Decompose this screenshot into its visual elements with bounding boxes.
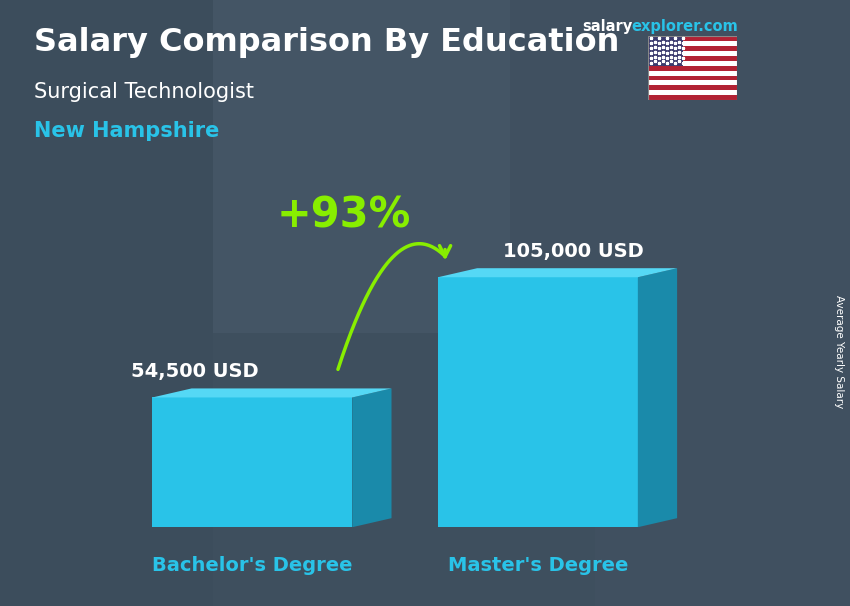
Text: +93%: +93%	[276, 195, 411, 237]
Text: 105,000 USD: 105,000 USD	[503, 242, 644, 261]
Bar	[648, 41, 737, 46]
Bar	[648, 51, 737, 56]
Bar	[648, 61, 737, 65]
Text: Surgical Technologist: Surgical Technologist	[34, 82, 254, 102]
Bar	[648, 90, 737, 95]
Text: salary: salary	[582, 19, 632, 35]
Bar	[648, 36, 683, 65]
Polygon shape	[152, 388, 392, 398]
Bar	[0, 0, 212, 606]
Bar	[595, 0, 850, 485]
Text: explorer.com: explorer.com	[632, 19, 739, 35]
Bar	[648, 81, 737, 85]
Polygon shape	[352, 388, 392, 527]
Bar	[212, 0, 510, 333]
Bar	[648, 85, 737, 90]
Bar	[438, 277, 638, 527]
Text: 54,500 USD: 54,500 USD	[132, 362, 259, 381]
Bar	[648, 65, 737, 71]
Bar	[648, 95, 737, 100]
Bar	[152, 398, 352, 527]
Bar	[648, 71, 737, 76]
Text: Average Yearly Salary: Average Yearly Salary	[834, 295, 844, 408]
Bar	[648, 36, 737, 41]
Text: Salary Comparison By Education: Salary Comparison By Education	[34, 27, 620, 58]
Text: New Hampshire: New Hampshire	[34, 121, 219, 141]
Bar	[212, 333, 595, 606]
Polygon shape	[438, 268, 677, 277]
Bar	[648, 56, 737, 61]
Polygon shape	[638, 268, 677, 527]
Bar	[648, 46, 737, 51]
Bar	[648, 76, 737, 81]
Text: Master's Degree: Master's Degree	[448, 556, 628, 575]
Text: Bachelor's Degree: Bachelor's Degree	[152, 556, 353, 575]
